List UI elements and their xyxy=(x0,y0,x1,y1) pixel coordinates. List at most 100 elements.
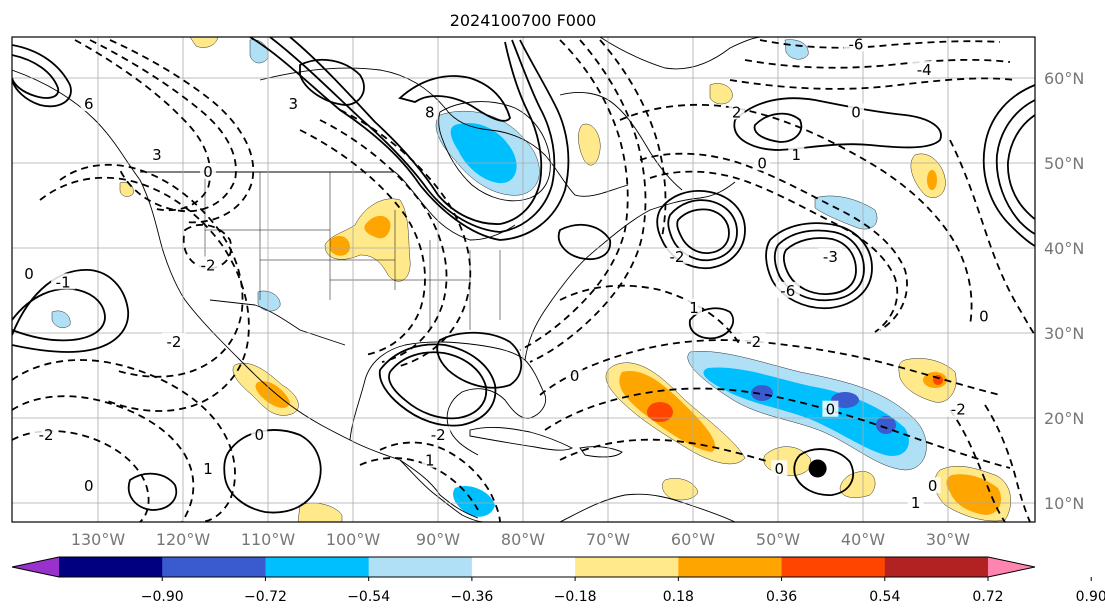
contour-line xyxy=(773,229,865,302)
contour-line xyxy=(744,58,1011,69)
coastline-canada-north xyxy=(259,67,629,197)
longitude-tick-label: 80°W xyxy=(501,530,545,549)
contour-label-background xyxy=(200,460,217,477)
map-frame xyxy=(11,36,1036,523)
contour-line xyxy=(289,37,543,225)
contour-label: -6 xyxy=(848,35,863,53)
longitude-tick-label: 90°W xyxy=(416,530,460,549)
contour-label-background xyxy=(80,94,97,111)
coastline-greenland xyxy=(599,37,761,70)
colorbar-tick-label: −0.36 xyxy=(450,589,493,605)
contour-label: -2 xyxy=(746,333,761,351)
contour-label-background xyxy=(285,94,302,111)
colorbar-segment xyxy=(575,557,679,577)
contour-line xyxy=(12,44,72,108)
contour-label-background xyxy=(421,103,438,120)
contour-line xyxy=(649,170,899,333)
colorbar-tick-label: −0.54 xyxy=(347,589,390,605)
shaded-positive-area xyxy=(330,235,350,256)
coastline-cuba xyxy=(469,426,573,451)
shaded-positive-area xyxy=(839,471,876,498)
contour-label-background xyxy=(80,477,97,494)
contour-line xyxy=(89,39,237,213)
colorbar-segment xyxy=(59,557,163,577)
contour-labels: 630-20 -1-2-201083-210-21-22100-6-4-3-600… xyxy=(21,35,992,512)
contour-label: 0 xyxy=(979,307,989,325)
contour-label-background xyxy=(741,332,766,349)
contour-line xyxy=(782,237,857,295)
colorbar-tick-label: −0.18 xyxy=(554,589,597,605)
longitude-tick-label: 120°W xyxy=(156,530,211,549)
colorbar-tick-label: 0.36 xyxy=(766,589,797,605)
shaded-positive-core xyxy=(647,402,673,422)
coastline-atlantic-us xyxy=(524,181,736,361)
contour-line xyxy=(688,307,735,340)
latitude-tick-label: 20°N xyxy=(1044,409,1084,428)
longitude-tick-label: 100°W xyxy=(326,530,381,549)
colorbar-segment xyxy=(678,557,783,577)
contour-label: 2 xyxy=(732,103,742,121)
contour-label: 3 xyxy=(152,146,162,164)
contour-label: -2 xyxy=(951,401,966,419)
contour-line xyxy=(59,163,244,378)
contour-line xyxy=(656,190,746,270)
coastline-north-america-west xyxy=(12,69,479,519)
contour-label-background xyxy=(196,256,221,273)
contour-label-background xyxy=(426,426,451,443)
longitude-tick-label: 70°W xyxy=(586,530,630,549)
contour-label-background xyxy=(924,477,941,494)
contour-line xyxy=(557,223,611,260)
contour-label: 0 xyxy=(254,426,264,444)
contour-label: -2 xyxy=(669,248,684,266)
shaded-positive-area xyxy=(255,381,290,408)
contour-line xyxy=(559,438,771,463)
longitude-tick-label: 30°W xyxy=(926,530,970,549)
coastline-hudson-bay xyxy=(438,101,551,202)
contour-label-background xyxy=(822,400,839,417)
shaded-negative-area xyxy=(450,122,517,184)
contour-label-background xyxy=(975,307,992,324)
contour-line xyxy=(667,199,738,262)
coastline-central-america xyxy=(399,459,486,522)
contour-line xyxy=(529,39,647,363)
contour-label: -3 xyxy=(823,248,838,266)
shaded-negative-area xyxy=(51,310,71,328)
shaded-positive-area xyxy=(662,478,699,501)
contour-label: -2 xyxy=(431,426,446,444)
contour-line xyxy=(619,103,973,326)
contour-line xyxy=(984,404,1031,522)
contour-line xyxy=(339,109,472,367)
contour-label: -6 xyxy=(780,282,795,300)
contour-label: 0 xyxy=(84,477,94,495)
shaded-field-layer xyxy=(51,37,1011,522)
shaded-positive-area xyxy=(324,198,411,282)
contour-line xyxy=(12,54,60,99)
colorbar-segment xyxy=(265,557,370,577)
contour-line xyxy=(379,441,501,522)
contour-line xyxy=(12,359,236,522)
coastline-gulf-of-mexico xyxy=(349,341,547,456)
contour-label: -2 xyxy=(201,256,216,274)
contour-label-background xyxy=(818,247,843,264)
contour-line xyxy=(12,288,106,342)
contour-line xyxy=(729,77,1016,90)
longitude-tick-label: 130°W xyxy=(71,530,126,549)
contour-label: -2 xyxy=(39,426,54,444)
contour-label-background xyxy=(21,264,38,281)
contour-line xyxy=(519,39,629,351)
contour-line xyxy=(949,409,1006,522)
contour-label: 1 xyxy=(689,299,699,317)
contour-line xyxy=(949,139,1035,336)
contour-label-background xyxy=(946,400,971,417)
contour-label-background xyxy=(686,298,702,315)
contour-solid-layer xyxy=(12,37,1035,514)
contour-label-background xyxy=(251,426,268,443)
shaded-positive-core xyxy=(927,170,937,190)
contour-label: 0 xyxy=(757,154,767,172)
contour-label: 0 xyxy=(570,367,580,385)
contour-label: 8 xyxy=(425,103,435,121)
contour-line xyxy=(299,58,365,106)
contour-label-background xyxy=(843,37,868,52)
contour-label: 0 xyxy=(24,265,34,283)
colorbar-tick-label: −0.72 xyxy=(244,589,287,605)
